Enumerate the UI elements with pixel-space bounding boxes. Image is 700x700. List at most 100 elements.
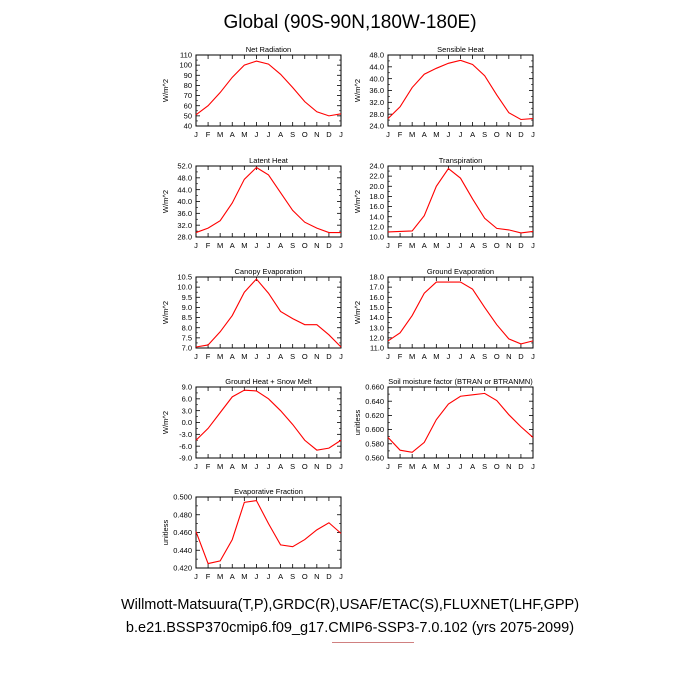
x-tick-label: F [398, 241, 403, 250]
x-tick-label: D [326, 572, 332, 581]
y-axis-label: W/m^2 [161, 190, 170, 213]
y-tick-label: 32.0 [177, 221, 192, 230]
x-tick-label: J [459, 241, 463, 250]
y-tick-label: 12.0 [369, 333, 384, 342]
y-tick-label: 52.0 [177, 162, 192, 171]
x-tick-label: J [447, 462, 451, 471]
x-tick-label: A [422, 130, 427, 139]
y-tick-label: 28.0 [177, 233, 192, 242]
y-tick-label: 14.0 [369, 313, 384, 322]
y-tick-label: 6.0 [182, 394, 192, 403]
x-tick-label: N [506, 462, 511, 471]
x-tick-label: J [386, 241, 390, 250]
y-axis-label: W/m^2 [353, 190, 362, 213]
series-line [195, 278, 342, 348]
y-tick-label: 32.0 [369, 98, 384, 107]
y-tick-label: 11.0 [370, 344, 384, 353]
y-tick-label: 48.0 [177, 173, 192, 182]
y-tick-label: 9.0 [182, 303, 192, 312]
page-title: Global (90S-90N,180W-180E) [223, 12, 477, 33]
x-tick-label: J [255, 572, 259, 581]
x-tick-label: M [433, 462, 439, 471]
y-tick-label: 16.0 [369, 293, 384, 302]
x-tick-label: J [267, 130, 271, 139]
x-tick-label: J [255, 462, 259, 471]
x-tick-label: J [255, 241, 259, 250]
x-tick-label: J [194, 462, 198, 471]
x-tick-label: F [398, 130, 403, 139]
y-axis-label: unitless [161, 520, 170, 546]
x-tick-label: A [278, 462, 283, 471]
y-tick-label: 70 [184, 91, 192, 100]
x-tick-label: J [386, 352, 390, 361]
x-tick-label: N [314, 462, 319, 471]
x-tick-label: J [267, 352, 271, 361]
x-tick-label: J [339, 241, 343, 250]
y-tick-label: 44.0 [177, 185, 192, 194]
x-tick-label: J [339, 572, 343, 581]
x-tick-label: A [422, 241, 427, 250]
y-tick-label: 7.5 [182, 333, 192, 342]
y-tick-label: 12.0 [369, 222, 384, 231]
x-tick-label: O [302, 572, 308, 581]
x-tick-label: N [506, 241, 511, 250]
x-tick-label: J [267, 572, 271, 581]
panel-title: Ground Heat + Snow Melt [225, 377, 312, 386]
plot-frame [195, 496, 342, 569]
x-tick-label: A [422, 462, 427, 471]
y-tick-label: 18.0 [369, 273, 384, 282]
series-line [387, 167, 534, 234]
x-tick-label: N [314, 352, 319, 361]
x-tick-label: M [433, 352, 439, 361]
x-tick-label: D [518, 130, 524, 139]
y-tick-label: 24.0 [369, 162, 384, 171]
x-tick-label: A [278, 352, 283, 361]
x-tick-label: J [255, 352, 259, 361]
x-tick-label: A [422, 352, 427, 361]
x-tick-label: A [230, 352, 235, 361]
x-tick-label: F [206, 241, 211, 250]
chart-panel-soil-moisture-factor-btran-or-btranmn: Soil moisture factor (BTRAN or BTRANMN) J… [353, 377, 535, 471]
series-line [195, 389, 342, 451]
y-tick-label: 28.0 [369, 110, 384, 119]
x-tick-label: S [290, 462, 295, 471]
x-tick-label: A [278, 241, 283, 250]
x-tick-label: M [409, 352, 415, 361]
y-tick-label: 9.0 [182, 383, 192, 392]
x-tick-label: D [518, 462, 524, 471]
x-tick-label: J [194, 572, 198, 581]
y-tick-label: 110 [180, 51, 192, 60]
panel-title: Soil moisture factor (BTRAN or BTRANMN) [388, 377, 533, 386]
y-tick-label: 7.0 [182, 344, 192, 353]
y-tick-label: 16.0 [369, 202, 384, 211]
y-tick-label: 14.0 [369, 212, 384, 221]
x-tick-label: M [433, 241, 439, 250]
y-tick-label: 0.560 [365, 454, 384, 463]
x-tick-label: A [278, 572, 283, 581]
y-tick-label: 20.0 [369, 182, 384, 191]
x-tick-label: O [302, 462, 308, 471]
x-tick-label: J [459, 130, 463, 139]
plot-frame [195, 276, 342, 349]
y-tick-label: 100 [179, 61, 192, 70]
y-axis-label: W/m^2 [353, 79, 362, 102]
x-tick-label: O [494, 352, 500, 361]
y-tick-label: 8.5 [182, 313, 192, 322]
x-tick-label: D [326, 130, 332, 139]
panel-title: Transpiration [439, 156, 483, 165]
x-tick-label: J [339, 130, 343, 139]
y-tick-label: 18.0 [369, 192, 384, 201]
x-tick-label: J [339, 462, 343, 471]
x-tick-label: D [326, 462, 332, 471]
x-tick-label: S [290, 352, 295, 361]
y-tick-label: 90 [184, 71, 192, 80]
x-tick-label: O [302, 352, 308, 361]
x-tick-label: F [398, 462, 403, 471]
x-tick-label: M [241, 462, 247, 471]
series-line [387, 392, 534, 453]
x-tick-label: O [494, 130, 500, 139]
x-tick-label: A [470, 462, 475, 471]
y-axis-label: W/m^2 [353, 301, 362, 324]
